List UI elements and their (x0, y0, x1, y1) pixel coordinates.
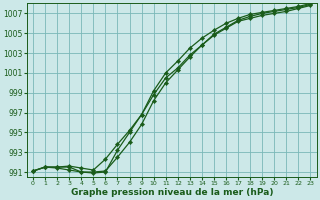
X-axis label: Graphe pression niveau de la mer (hPa): Graphe pression niveau de la mer (hPa) (70, 188, 273, 197)
